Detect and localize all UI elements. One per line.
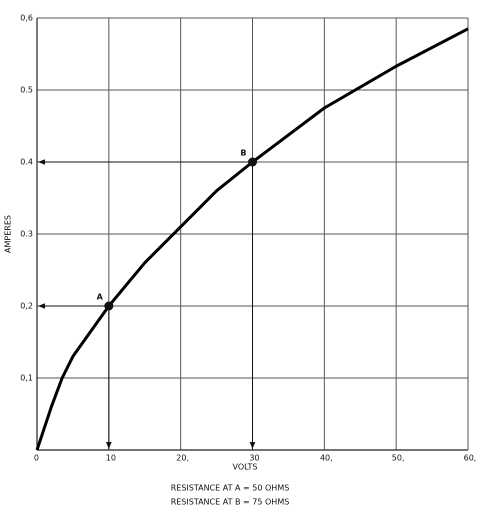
y-tick-label: 0.5: [20, 86, 33, 95]
y-tick-label: 0,1: [20, 374, 33, 383]
x-tick-label: 20,: [176, 454, 189, 463]
y-tick-label: 0,6: [20, 14, 33, 23]
point: [248, 157, 257, 167]
x-tick-label: 10: [106, 454, 116, 463]
point: [104, 301, 114, 311]
y-tick-label: 0.3: [20, 230, 33, 239]
y-tick-label: 0.4: [20, 158, 33, 167]
point-label: A: [97, 293, 104, 302]
y-axis-label: AMPERES: [4, 215, 13, 253]
y-tick-label: 0,2: [20, 302, 33, 311]
point-label: B: [240, 149, 246, 158]
x-tick-label: 60,: [464, 454, 477, 463]
x-axis-label: VOLTS: [233, 463, 258, 472]
x-tick-label: 50,: [392, 454, 405, 463]
curve: [35, 27, 469, 451]
annotation: RESISTANCE AT B = 75 OHMS: [171, 498, 290, 507]
x-tick-label: 30: [249, 454, 259, 463]
x-tick-label: 40,: [320, 454, 333, 463]
annotation: RESISTANCE AT A = 50 OHMS: [171, 484, 290, 493]
x-tick-label: 0: [34, 454, 39, 463]
